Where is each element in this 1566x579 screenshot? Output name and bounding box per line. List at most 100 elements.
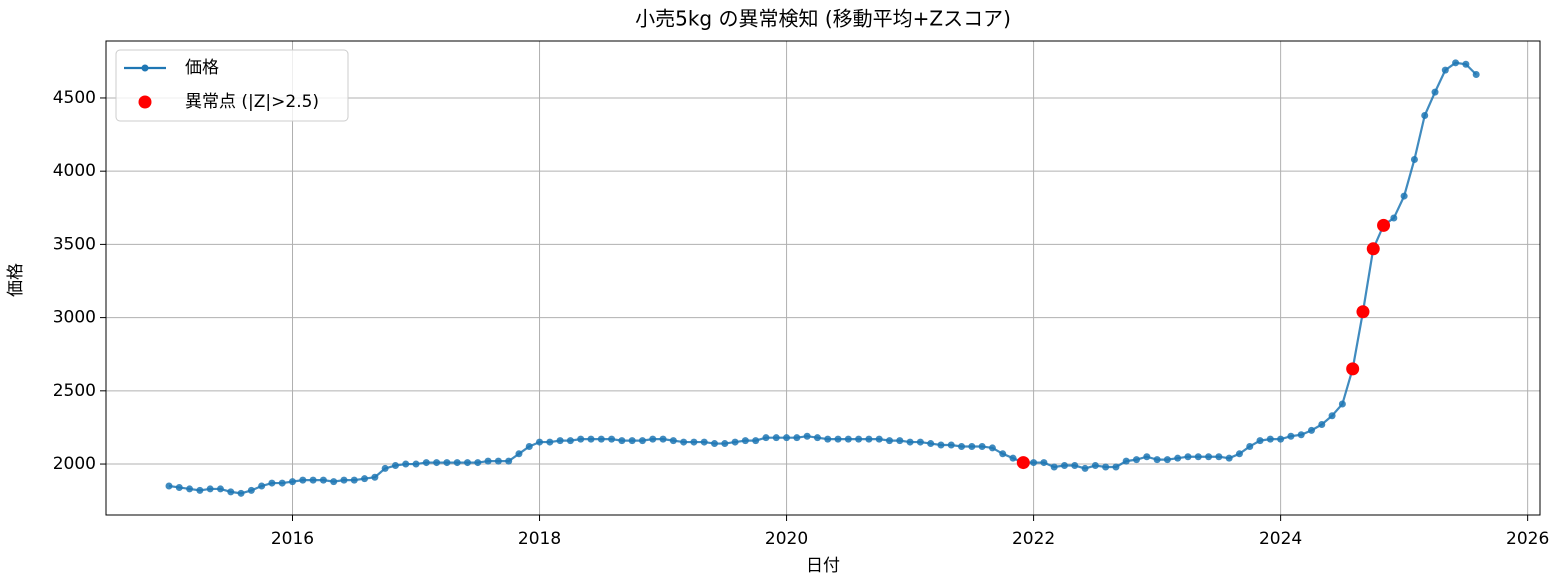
price-point bbox=[165, 482, 173, 490]
price-point bbox=[1400, 192, 1408, 200]
price-point bbox=[824, 435, 832, 443]
price-point bbox=[1009, 454, 1017, 462]
price-point bbox=[1462, 60, 1470, 68]
price-point bbox=[741, 437, 749, 445]
price-point bbox=[391, 462, 399, 470]
price-point bbox=[505, 457, 513, 465]
price-point bbox=[1338, 400, 1346, 408]
price-point bbox=[494, 457, 502, 465]
legend-label: 異常点 (|Z|>2.5) bbox=[185, 92, 319, 112]
price-point bbox=[381, 464, 389, 472]
price-point bbox=[196, 486, 204, 494]
price-point bbox=[206, 485, 214, 493]
x-tick-label: 2024 bbox=[1259, 529, 1302, 549]
price-point bbox=[463, 459, 471, 467]
price-point bbox=[711, 440, 719, 448]
price-point bbox=[1441, 66, 1449, 74]
legend-box bbox=[115, 49, 349, 122]
price-point bbox=[978, 442, 986, 450]
x-tick-label: 2026 bbox=[1506, 529, 1549, 549]
y-tick-label: 4000 bbox=[53, 161, 96, 181]
price-point bbox=[371, 473, 379, 481]
price-point bbox=[309, 476, 317, 484]
price-point bbox=[268, 479, 276, 487]
price-point bbox=[844, 435, 852, 443]
price-point bbox=[896, 437, 904, 445]
price-point bbox=[659, 435, 667, 443]
price-point bbox=[968, 442, 976, 450]
x-tick-label: 2022 bbox=[1012, 529, 1055, 549]
price-point bbox=[1431, 88, 1439, 96]
price-point bbox=[1328, 412, 1336, 420]
price-point bbox=[556, 437, 564, 445]
price-point bbox=[834, 435, 842, 443]
price-line bbox=[168, 61, 1477, 495]
price-point bbox=[958, 442, 966, 450]
price-point bbox=[258, 482, 266, 490]
price-point bbox=[443, 459, 451, 467]
x-tick-label: 2018 bbox=[518, 529, 561, 549]
price-point bbox=[947, 441, 955, 449]
price-point bbox=[638, 437, 646, 445]
price-point bbox=[1266, 435, 1274, 443]
price-point bbox=[422, 459, 430, 467]
price-point bbox=[1390, 214, 1398, 222]
legend-marker bbox=[141, 64, 149, 72]
price-point bbox=[813, 434, 821, 442]
price-point bbox=[1307, 426, 1315, 434]
price-point bbox=[1143, 453, 1151, 461]
price-point bbox=[1287, 432, 1295, 440]
anomaly-point bbox=[1356, 305, 1370, 319]
price-point bbox=[1472, 71, 1480, 79]
price-point bbox=[906, 438, 914, 446]
price-point bbox=[340, 476, 348, 484]
price-point bbox=[247, 486, 255, 494]
price-point bbox=[587, 435, 595, 443]
price-point bbox=[865, 435, 873, 443]
price-point bbox=[1133, 456, 1141, 464]
price-point bbox=[628, 437, 636, 445]
price-point bbox=[1452, 59, 1460, 67]
price-point bbox=[453, 459, 461, 467]
price-point bbox=[1050, 463, 1058, 471]
legend-marker bbox=[138, 95, 152, 109]
price-point bbox=[227, 488, 235, 496]
y-tick-label: 4500 bbox=[53, 88, 96, 108]
price-point bbox=[690, 438, 698, 446]
price-point bbox=[1235, 450, 1243, 458]
price-point bbox=[875, 435, 883, 443]
price-point bbox=[1060, 462, 1068, 470]
price-point bbox=[793, 434, 801, 442]
price-point bbox=[1091, 462, 1099, 470]
price-point bbox=[1112, 463, 1120, 471]
price-point bbox=[988, 444, 996, 452]
price-point bbox=[1421, 112, 1429, 120]
y-tick-label: 3500 bbox=[53, 234, 96, 254]
price-point bbox=[803, 432, 811, 440]
price-point bbox=[1122, 457, 1130, 465]
price-point bbox=[484, 457, 492, 465]
price-point bbox=[1194, 453, 1202, 461]
x-axis-label: 日付 bbox=[806, 556, 840, 576]
price-point bbox=[752, 437, 760, 445]
price-point bbox=[186, 485, 194, 493]
x-tick-label: 2016 bbox=[271, 529, 314, 549]
price-point bbox=[474, 459, 482, 467]
price-point bbox=[762, 434, 770, 442]
y-tick-label: 2500 bbox=[53, 381, 96, 401]
price-point bbox=[927, 440, 935, 448]
anomaly-point bbox=[1366, 242, 1380, 256]
price-point bbox=[1205, 453, 1213, 461]
price-point bbox=[402, 460, 410, 468]
price-point bbox=[216, 485, 224, 493]
price-point bbox=[937, 441, 945, 449]
price-point bbox=[783, 434, 791, 442]
anomaly-point bbox=[1016, 456, 1030, 470]
price-point bbox=[1030, 459, 1038, 467]
price-point bbox=[330, 478, 338, 486]
price-point bbox=[597, 435, 605, 443]
price-point bbox=[885, 437, 893, 445]
price-point bbox=[536, 438, 544, 446]
price-point bbox=[237, 489, 245, 497]
